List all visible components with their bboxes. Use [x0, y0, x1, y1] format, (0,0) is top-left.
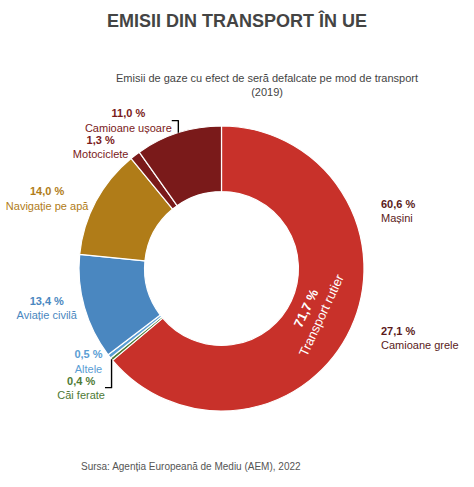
svg-text:71,7 %Transport rutier: 71,7 %Transport rutier	[281, 264, 347, 358]
svg-text:Sursa: Agenția Europeană de Me: Sursa: Agenția Europeană de Mediu (AEM),…	[81, 461, 301, 472]
svg-text:11,0 %Camioane ușoare: 11,0 %Camioane ușoare	[85, 107, 172, 133]
svg-text:EMISII DIN TRANSPORT ÎN UE: EMISII DIN TRANSPORT ÎN UE	[107, 10, 367, 31]
svg-text:1,3 %Motociclete: 1,3 %Motociclete	[73, 134, 129, 160]
svg-text:27,1 %Camioane grele: 27,1 %Camioane grele	[381, 325, 459, 351]
svg-text:14,0 %Navigație pe apă: 14,0 %Navigație pe apă	[6, 185, 89, 211]
svg-text:0,5 %Altele: 0,5 %Altele	[74, 348, 102, 374]
svg-text:0,4 %Căi ferate: 0,4 %Căi ferate	[57, 375, 105, 401]
svg-text:13,4 %Aviație civilă: 13,4 %Aviație civilă	[17, 295, 78, 321]
svg-text:Emisii de gaze cu efect de ser: Emisii de gaze cu efect de seră defalcat…	[116, 72, 418, 98]
svg-text:60,6 %Mașini: 60,6 %Mașini	[381, 198, 415, 224]
